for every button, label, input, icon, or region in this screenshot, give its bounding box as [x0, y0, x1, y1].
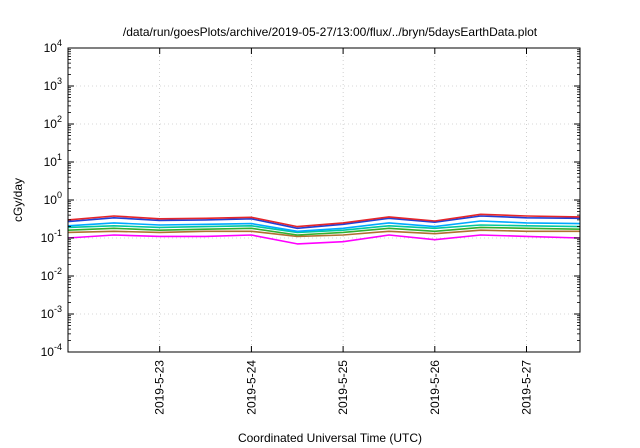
series-line: [68, 213, 580, 228]
series-line: [68, 224, 580, 234]
x-axis-label: Coordinated Universal Time (UTC): [238, 431, 422, 445]
series-line: [68, 220, 580, 233]
y-tick-label: 103: [44, 76, 62, 93]
x-tick-label: 2019-5-25: [336, 360, 350, 415]
y-tick-label: 102: [44, 114, 62, 131]
x-tick-label: 2019-5-23: [153, 360, 167, 415]
y-tick-label: 10-1: [41, 228, 62, 245]
y-tick-label: 10-2: [41, 266, 62, 283]
x-tick-label: 2019-5-26: [428, 360, 442, 415]
y-tick-label: 10-3: [41, 304, 62, 321]
ticks: 10-4 10-3 10-2 10-1 100 101 102 103 104 2019-5-23…: [41, 38, 580, 415]
series-line: [68, 215, 580, 230]
x-tick-label: 2019-5-27: [520, 360, 534, 415]
y-tick-label: 101: [44, 152, 62, 169]
x-tick-label: 2019-5-24: [244, 360, 258, 415]
series-layer: [68, 213, 580, 245]
y-tick-label: 104: [44, 38, 62, 55]
y-tick-label: 10-4: [41, 342, 62, 359]
y-tick-label: 100: [44, 190, 62, 207]
series-line: [68, 226, 580, 236]
chart-title: /data/run/goesPlots/archive/2019-05-27/1…: [123, 25, 538, 39]
series-line: [68, 229, 580, 238]
series-line: [68, 234, 580, 245]
y-axis-label: cGy/day: [11, 178, 25, 222]
